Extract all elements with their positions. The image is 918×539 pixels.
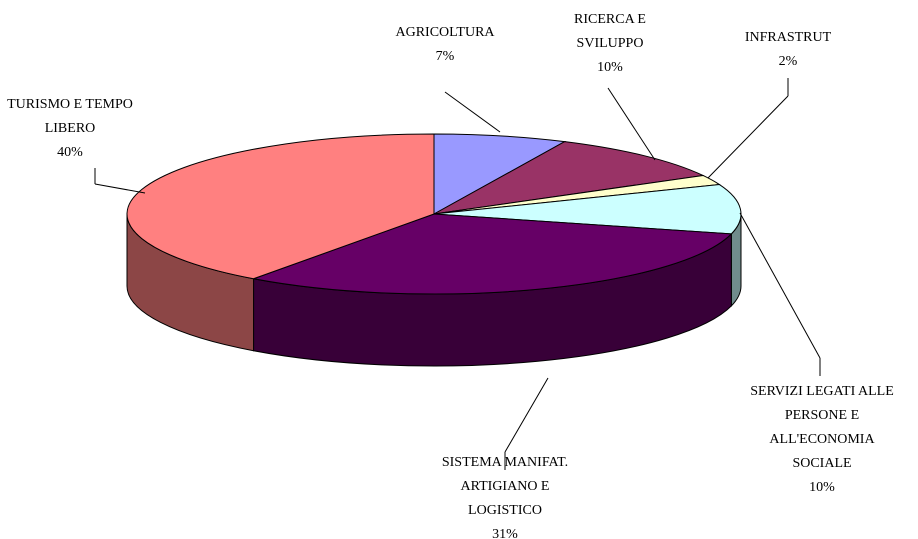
slice-label: INFRASTRUT 2%	[745, 26, 831, 74]
slice	[251, 213, 733, 295]
value-label: 7%	[435, 49, 455, 64]
value-label: 10%	[597, 60, 623, 75]
slice-label: TURISMO E TEMPO LIBERO 40%	[7, 93, 133, 165]
leader-line	[94, 183, 146, 194]
category-label: SERVIZI LEGATI ALLE PERSONE E ALL'ECONOM…	[750, 384, 894, 471]
category-label: AGRICOLTURA	[395, 25, 495, 40]
value-label: 40%	[57, 145, 83, 160]
slice	[433, 133, 567, 215]
slice-label: SERVIZI LEGATI ALLE PERSONE E ALL'ECONOM…	[750, 380, 894, 500]
category-label: RICERCA E SVILUPPO	[574, 12, 646, 51]
leader-line	[607, 87, 656, 161]
leader-line	[504, 377, 549, 453]
category-label: SISTEMA MANIFAT. ARTIGIANO E LOGISTICO	[441, 455, 569, 518]
slice-label: SISTEMA MANIFAT. ARTIGIANO E LOGISTICO 31…	[442, 451, 568, 539]
category-label: INFRASTRUT	[744, 30, 832, 45]
slice-label: AGRICOLTURA 7%	[395, 21, 494, 69]
leader-line	[739, 212, 821, 359]
value-label: 10%	[809, 480, 835, 495]
value-label: 31%	[492, 527, 518, 539]
slice-label: RICERCA E SVILUPPO 10%	[574, 8, 646, 80]
leader-line	[444, 91, 501, 133]
slice	[126, 133, 435, 280]
slice	[433, 184, 742, 235]
category-label: TURISMO E TEMPO LIBERO	[7, 97, 133, 136]
value-label: 2%	[778, 54, 798, 69]
leader-line	[707, 95, 789, 179]
slice	[433, 141, 705, 215]
